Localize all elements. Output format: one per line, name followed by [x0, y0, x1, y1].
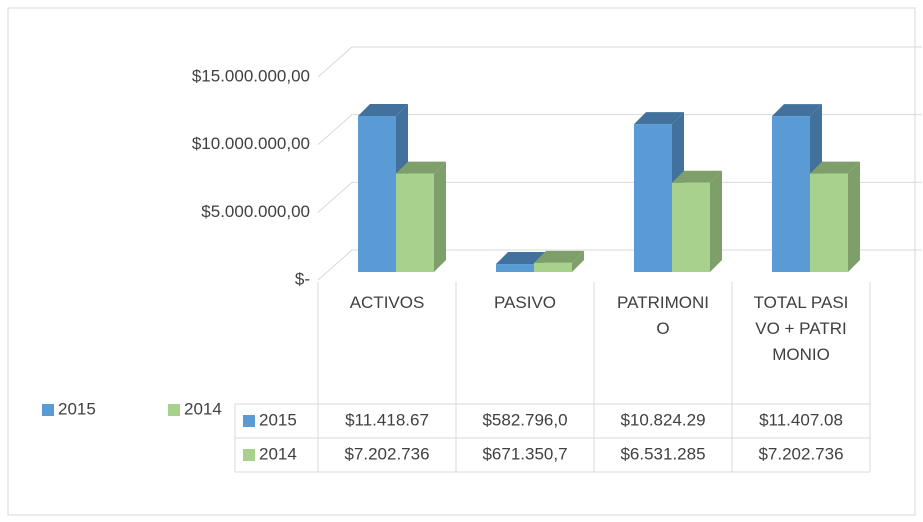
table-cell: $11.418.67	[345, 410, 429, 429]
table-cell: $7.202.736	[344, 444, 429, 463]
legend-label: 2015	[58, 399, 96, 418]
table-cell: $10.824.29	[620, 410, 705, 429]
y-tick-label: $-	[295, 269, 310, 288]
grid-line	[317, 114, 922, 146]
category-label: PATRIMONIO	[617, 293, 709, 338]
bar-top	[810, 161, 860, 174]
legend-key	[168, 404, 180, 416]
table-cell: $671.350,7	[482, 444, 567, 463]
category-label: ACTIVOS	[349, 293, 425, 312]
bar	[810, 173, 848, 272]
bar-top	[634, 112, 684, 125]
y-tick-label: $5.000.000,00	[201, 202, 310, 221]
legend-key	[42, 404, 54, 416]
table-cell: $7.202.736	[758, 444, 843, 463]
table-key	[243, 415, 255, 427]
bar-top	[396, 161, 446, 174]
table-key	[243, 449, 255, 461]
grid-line	[317, 181, 922, 213]
y-tick-label: $10.000.000,00	[192, 134, 310, 153]
grid-line	[317, 249, 922, 281]
grid-line	[317, 46, 922, 78]
bar	[772, 116, 810, 272]
bar	[634, 124, 672, 272]
y-tick-label: $15.000.000,00	[192, 66, 310, 85]
chart-border	[7, 7, 916, 516]
legend-label: 2014	[184, 399, 222, 418]
bar-side	[848, 161, 860, 272]
bar	[358, 115, 396, 272]
table-series-name: 2014	[259, 444, 297, 463]
bar-top	[534, 250, 584, 263]
bar	[396, 173, 434, 272]
table-series-name: 2015	[259, 410, 297, 429]
bar-top	[672, 170, 722, 183]
bar-side	[434, 161, 446, 272]
bar	[672, 182, 710, 272]
bar-top	[496, 252, 546, 265]
bar-top	[772, 104, 822, 117]
bar-side	[572, 250, 584, 272]
category-label: PASIVO	[493, 293, 557, 312]
table-cell: $11.407.08	[759, 410, 843, 429]
bar	[496, 264, 534, 272]
bar-top	[358, 103, 408, 116]
bar	[534, 262, 572, 272]
table-cell: $582.796,0	[482, 410, 567, 429]
table-cell: $6.531.285	[620, 444, 705, 463]
bar-side	[710, 170, 722, 272]
category-label: TOTAL PASIVO + PATRIMONIO	[753, 293, 849, 364]
